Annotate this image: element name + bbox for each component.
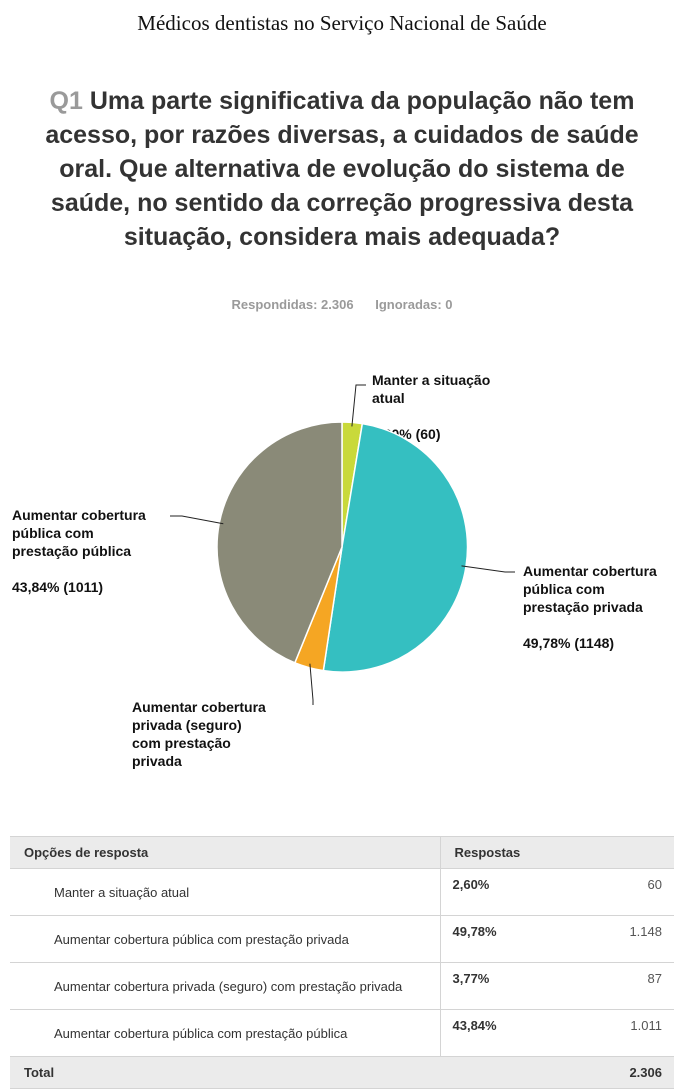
row-option: Aumentar cobertura pública com prestação…: [10, 915, 441, 963]
total-count: 2.306: [550, 1056, 674, 1089]
table-row: Aumentar cobertura pública com prestação…: [10, 1009, 674, 1057]
slice-label-line: Manter a situação: [372, 372, 490, 388]
leader-line: [351, 384, 366, 427]
table-row: Aumentar cobertura privada (seguro) com …: [10, 962, 674, 1010]
slice-label-line: pública com: [523, 581, 605, 597]
skipped-count: Ignoradas: 0: [375, 297, 453, 312]
results-table: Opções de resposta Respostas Manter a si…: [10, 836, 674, 1089]
question-number: Q1: [49, 87, 83, 115]
row-percent: 43,84%: [440, 1009, 550, 1057]
table-row: Aumentar cobertura pública com prestação…: [10, 915, 674, 963]
total-label: Total: [10, 1056, 440, 1089]
header-responses: Respostas: [440, 836, 674, 869]
slice-value-label: 49,78% (1148): [523, 635, 614, 651]
row-percent: 2,60%: [440, 868, 550, 916]
row-count: 60: [550, 868, 674, 916]
slice-label: Aumentar cobertura privada (seguro) com pr…: [132, 699, 266, 769]
row-option: Manter a situação atual: [10, 868, 441, 916]
response-stats: Respondidas: 2.306 Ignoradas: 0: [0, 297, 684, 312]
row-option: Aumentar cobertura pública com prestação…: [10, 1009, 441, 1057]
slice-label: Aumentar cobertura pública com prestação p…: [523, 563, 657, 651]
slice-label-line: pública com: [12, 525, 94, 541]
row-option: Aumentar cobertura privada (seguro) com …: [10, 962, 441, 1010]
row-count: 1.011: [550, 1009, 674, 1057]
slice-label-line: Aumentar cobertura: [12, 507, 146, 523]
slice-label-line: atual: [372, 390, 405, 406]
question-text: Uma parte significativa da população não…: [45, 87, 639, 251]
slice-label-line: Aumentar cobertura: [523, 563, 657, 579]
leader-line: [170, 515, 224, 525]
slice-value-label: 43,84% (1011): [12, 579, 103, 595]
row-count: 1.148: [550, 915, 674, 963]
answered-count: Respondidas: 2.306: [231, 297, 354, 312]
slice-label-line: com prestação: [132, 735, 231, 751]
leader-line: [461, 565, 515, 573]
slice-label-line: Aumentar cobertura: [132, 699, 266, 715]
header-options: Opções de resposta: [10, 836, 441, 869]
slice-label-line: prestação pública: [12, 543, 131, 559]
row-percent: 49,78%: [440, 915, 550, 963]
table-total-row: Total 2.306: [10, 1056, 674, 1089]
table-header-row: Opções de resposta Respostas: [10, 836, 674, 869]
row-count: 87: [550, 962, 674, 1010]
total-spacer: [440, 1056, 550, 1089]
slice-label: Aumentar cobertura pública com prestação p…: [12, 507, 146, 595]
slice-label-line: privada: [132, 753, 182, 769]
document-title: Médicos dentistas no Serviço Nacional de…: [137, 11, 547, 35]
row-percent: 3,77%: [440, 962, 550, 1010]
question-heading: Q1 Uma parte significativa da população …: [40, 84, 644, 254]
slice-label-line: prestação privada: [523, 599, 643, 615]
table-row: Manter a situação atual 2,60% 60: [10, 868, 674, 916]
slice-label-line: privada (seguro): [132, 717, 242, 733]
leader-line: [309, 663, 314, 705]
